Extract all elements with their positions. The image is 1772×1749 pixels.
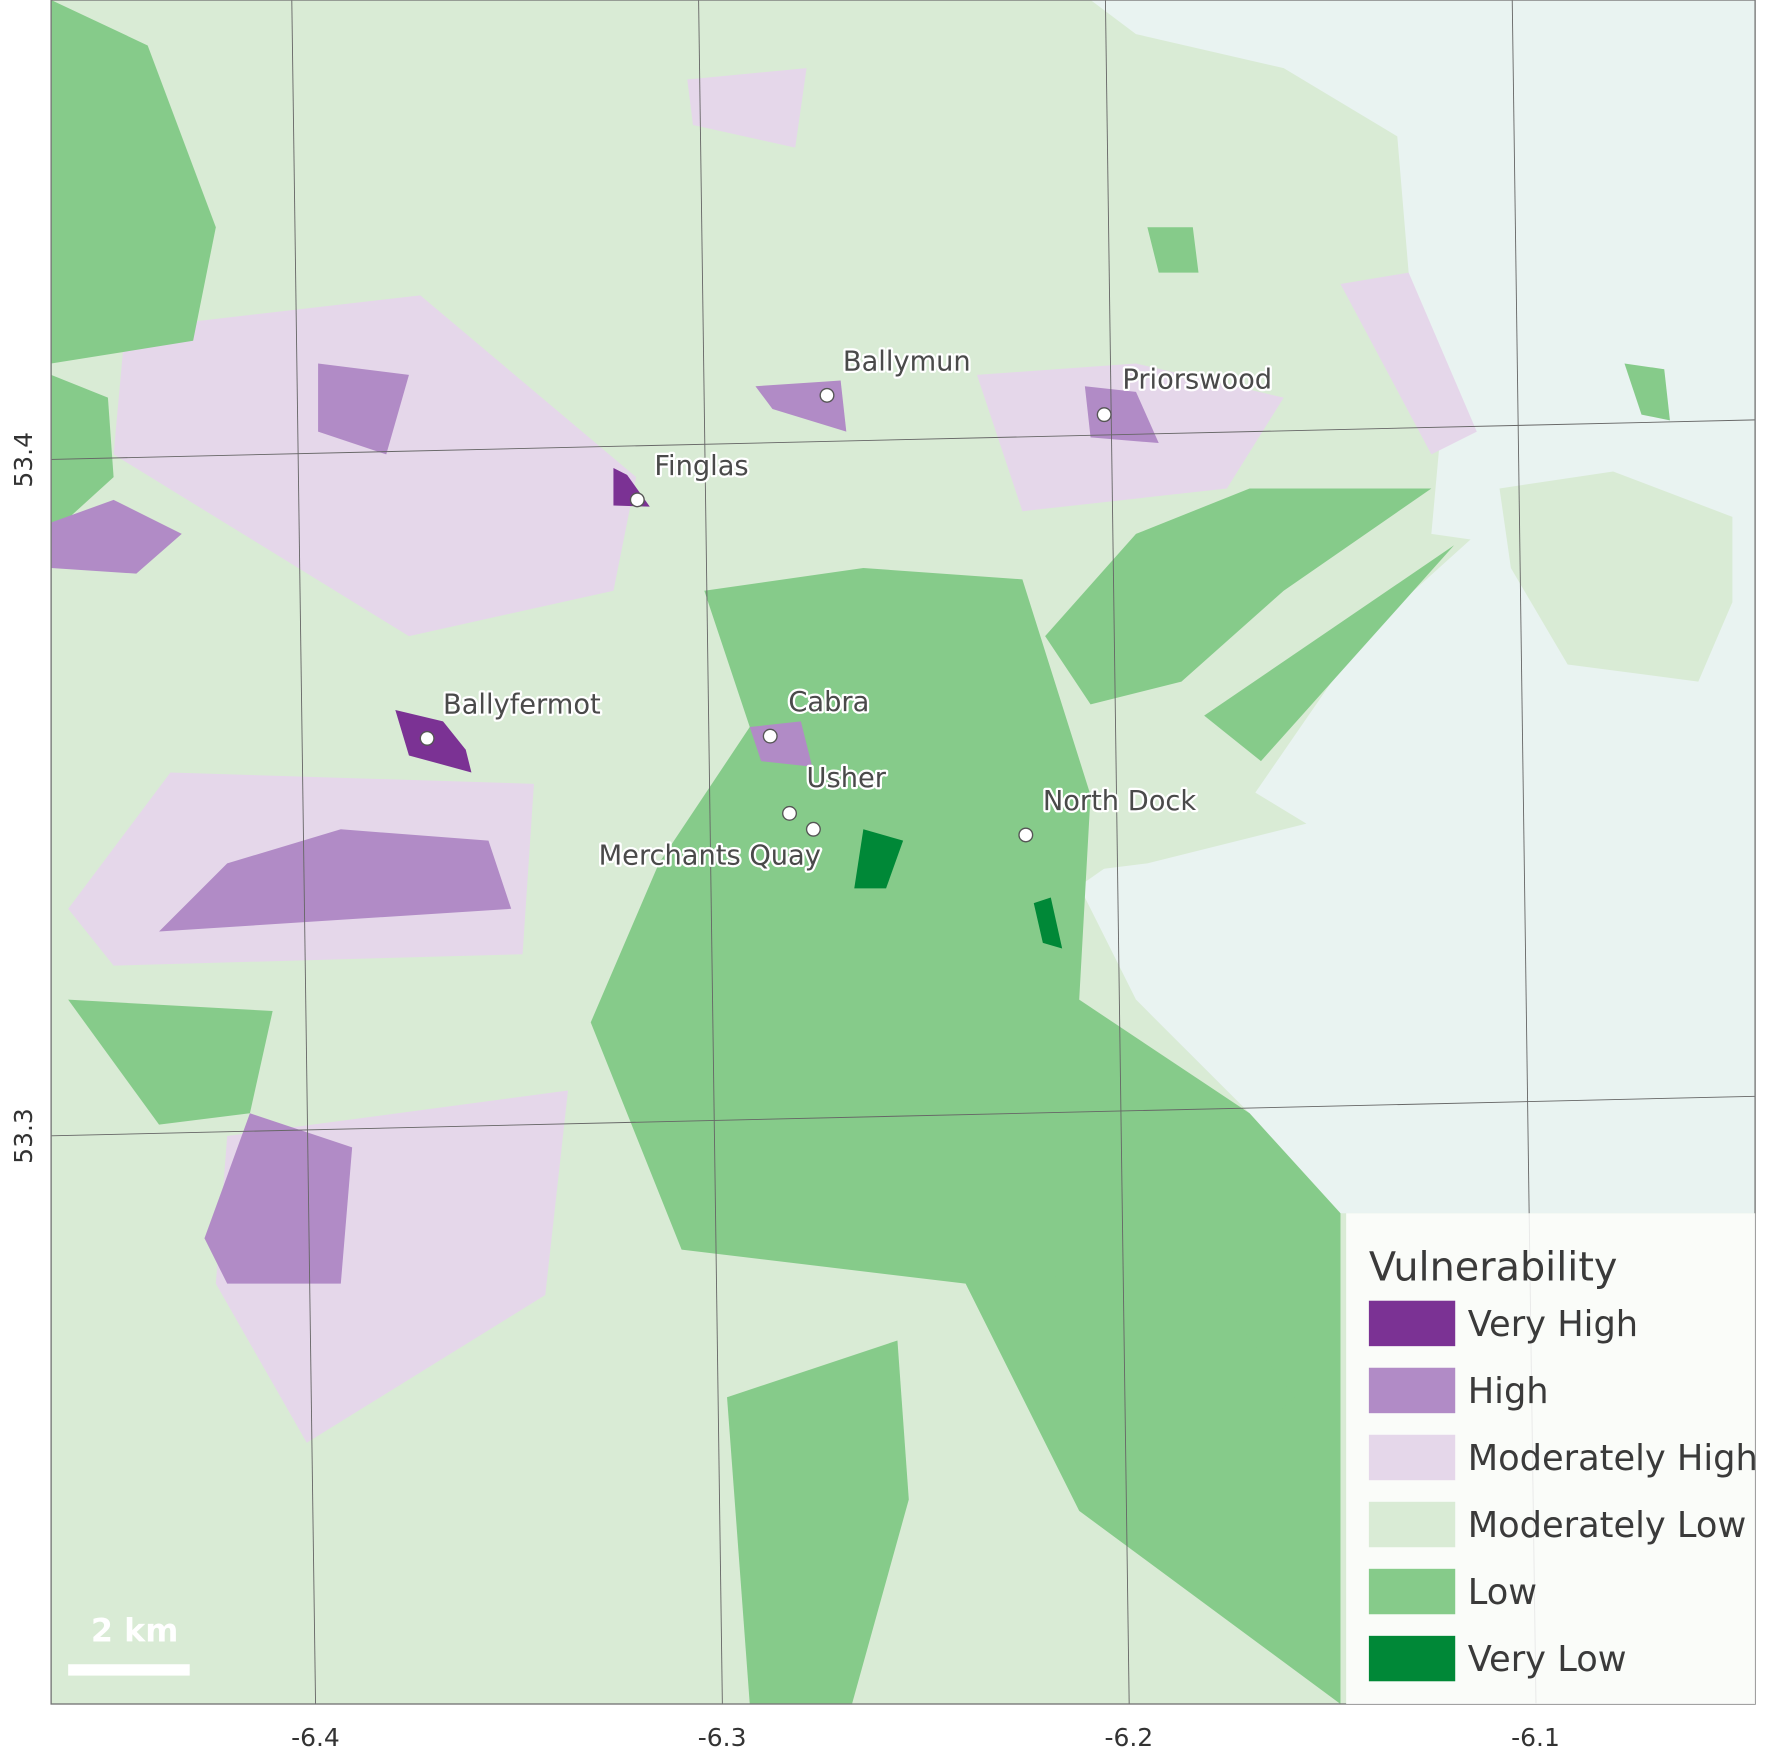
y-tick-label: 53.4 <box>9 432 38 488</box>
peninsula <box>1499 471 1733 682</box>
area <box>51 374 114 534</box>
grid-line <box>1104 0 1130 1705</box>
legend-swatch <box>1368 1501 1456 1548</box>
place-label: North Dock <box>1043 786 1197 817</box>
place-marker <box>419 730 435 746</box>
area <box>1033 897 1063 949</box>
scale-bar <box>68 1664 190 1676</box>
x-tick-label: -6.4 <box>291 1723 340 1749</box>
x-tick-label: -6.3 <box>698 1723 747 1749</box>
legend-swatch <box>1368 1635 1456 1682</box>
legend-label: Moderately High <box>1468 1438 1758 1479</box>
place-marker <box>1018 827 1034 843</box>
area <box>1022 1249 1296 1477</box>
area <box>1084 386 1159 444</box>
area <box>159 829 512 932</box>
map-frame <box>50 0 1756 1705</box>
place-marker <box>782 805 798 821</box>
area <box>687 68 807 148</box>
area <box>51 499 182 574</box>
sea <box>1079 0 1756 1214</box>
legend-swatch <box>1368 1300 1456 1347</box>
place-label: Ballymun <box>843 346 971 377</box>
grid-line <box>51 1095 1756 1137</box>
place-label: Merchants Quay <box>599 840 821 871</box>
place-label: Cabra <box>788 687 869 718</box>
area <box>1045 488 1432 705</box>
scale-bar-label: 2 km <box>91 1613 178 1650</box>
area <box>113 295 637 637</box>
place-label: Priorswood <box>1122 365 1272 396</box>
place-label: Usher <box>807 763 887 794</box>
grid-line <box>51 419 1756 460</box>
place-label: Finglas <box>654 451 748 482</box>
area <box>727 1340 909 1704</box>
area <box>68 999 273 1125</box>
legend-label: Very High <box>1468 1304 1638 1345</box>
place-marker <box>629 492 645 508</box>
grid-line <box>291 0 317 1705</box>
area <box>1147 227 1199 273</box>
place-label: Ballyfermot <box>443 689 601 720</box>
x-tick-label: -6.2 <box>1104 1723 1153 1749</box>
legend-title: Vulnerability <box>1369 1244 1618 1290</box>
area <box>1204 545 1455 762</box>
area <box>854 829 904 889</box>
place-marker <box>805 821 821 837</box>
place-marker <box>762 728 778 744</box>
y-tick-label: 53.3 <box>9 1108 38 1164</box>
legend-swatch <box>1368 1434 1456 1481</box>
area <box>318 363 409 455</box>
area <box>204 1113 353 1284</box>
place-marker <box>819 387 835 403</box>
grid-line <box>698 0 723 1705</box>
area <box>51 0 216 364</box>
legend-label: Low <box>1468 1572 1537 1613</box>
place-marker <box>1096 407 1112 423</box>
x-tick-label: -6.1 <box>1511 1723 1560 1749</box>
area <box>1340 272 1477 455</box>
legend-label: Very Low <box>1468 1639 1627 1680</box>
legend-label: High <box>1468 1371 1549 1412</box>
legend-swatch <box>1368 1568 1456 1615</box>
legend-label: Moderately Low <box>1468 1505 1747 1546</box>
area <box>1624 363 1670 421</box>
legend-swatch <box>1368 1367 1456 1414</box>
